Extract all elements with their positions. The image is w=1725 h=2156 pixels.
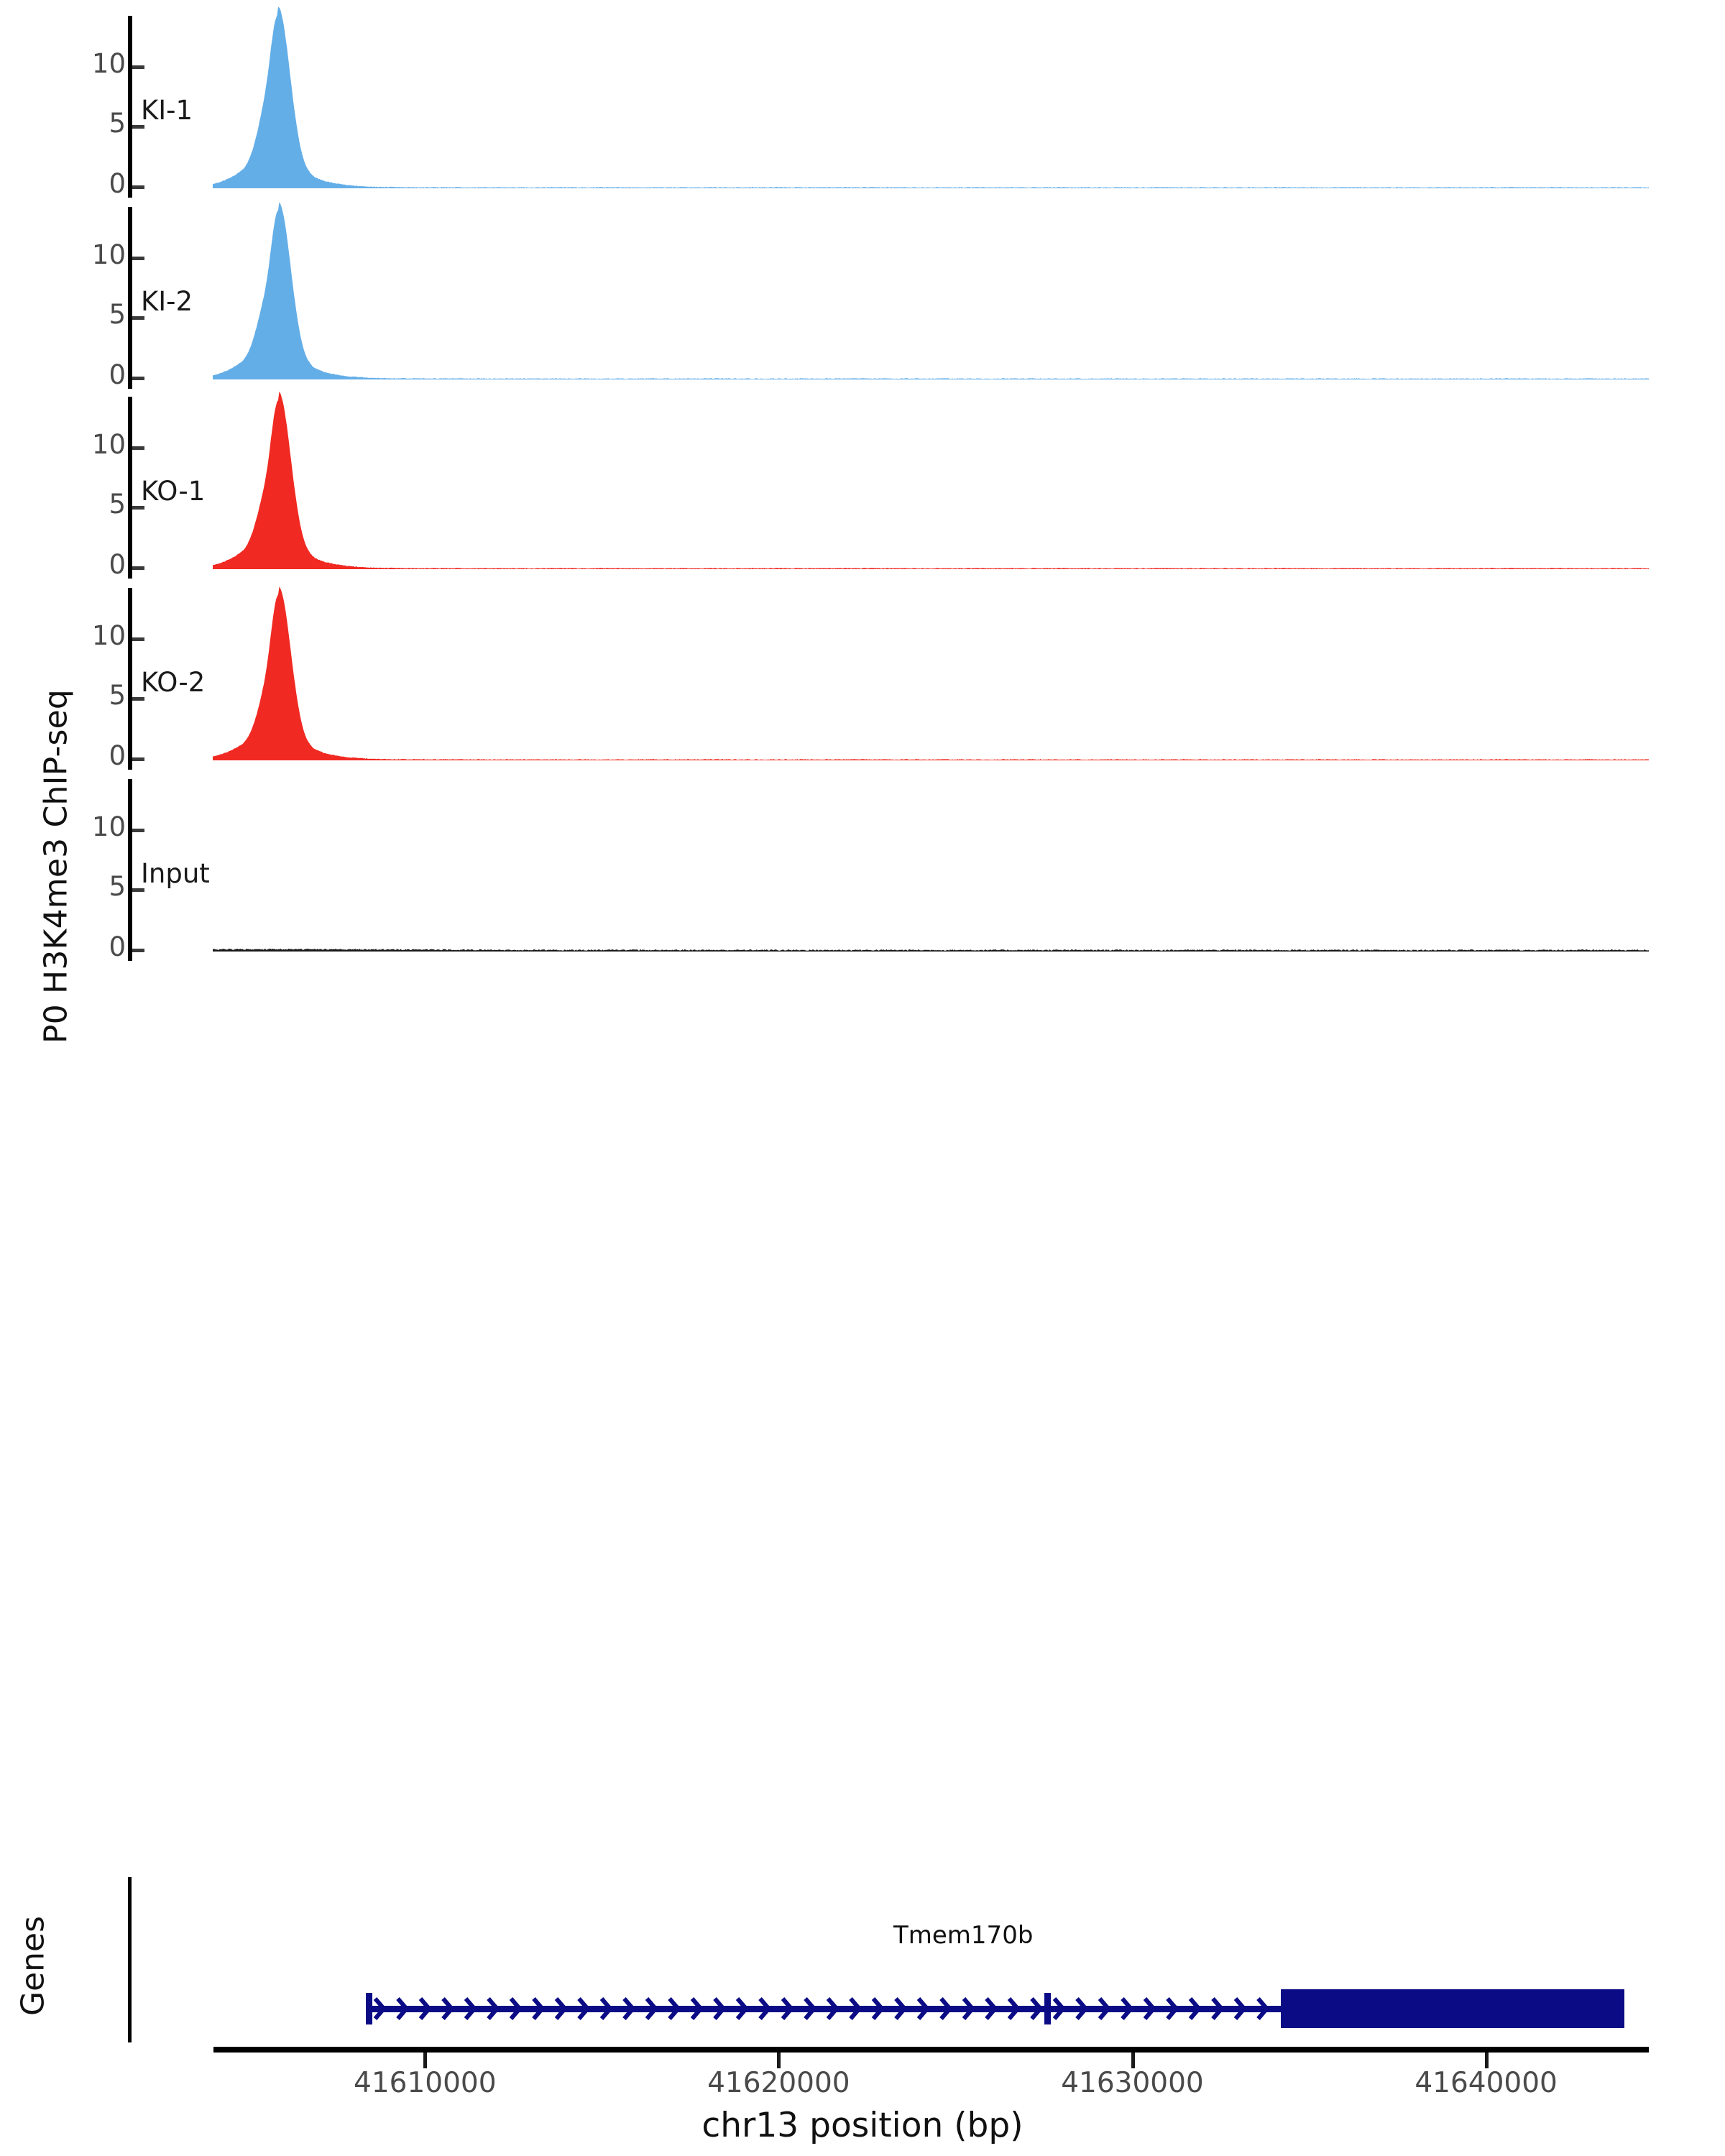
coverage-plot-area[interactable] — [213, 0, 1649, 188]
y-tick-5 — [132, 697, 144, 701]
y-tick-label-5: 5 — [109, 680, 126, 711]
coverage-plot-area[interactable] — [213, 381, 1649, 569]
track-name-label: KO-1 — [141, 476, 206, 507]
y-tick-label-5: 5 — [109, 489, 126, 520]
y-tick-0 — [132, 566, 144, 570]
y-tick-10 — [132, 256, 144, 260]
y-tick-10 — [132, 637, 144, 641]
genes-axis-spine — [128, 1877, 132, 2042]
coverage-area — [213, 6, 1649, 188]
y-tick-5 — [132, 506, 144, 510]
x-tick-label-41630000: 41630000 — [1061, 2067, 1204, 2099]
y-tick-0 — [132, 949, 144, 952]
y-tick-label-0: 0 — [109, 740, 126, 771]
y-axis-spine — [128, 207, 132, 389]
y-axis-spine — [128, 397, 132, 579]
x-tick-41640000 — [1484, 2053, 1489, 2068]
y-tick-label-5: 5 — [109, 871, 126, 903]
genes-axis-label: Genes — [14, 1915, 52, 2017]
track-name-label: KO-2 — [141, 667, 206, 698]
gene-intron-line — [368, 2006, 1282, 2012]
y-tick-label-10: 10 — [91, 47, 126, 79]
x-tick-label-41620000: 41620000 — [707, 2067, 850, 2099]
y-tick-0 — [132, 185, 144, 189]
y-tick-label-10: 10 — [91, 239, 126, 270]
y-tick-label-0: 0 — [109, 931, 126, 962]
coverage-area — [213, 586, 1649, 760]
y-axis-spine — [128, 588, 132, 770]
x-axis-line — [213, 2047, 1649, 2053]
y-tick-label-0: 0 — [109, 359, 126, 390]
gene-exon-block — [1281, 1989, 1624, 2028]
y-tick-5 — [132, 125, 144, 129]
x-axis-label: chr13 position (bp) — [702, 2106, 1024, 2145]
coverage-area — [213, 391, 1649, 569]
x-tick-41630000 — [1131, 2053, 1135, 2068]
y-tick-5 — [132, 316, 144, 321]
y-tick-10 — [132, 828, 144, 832]
coverage-plot-area[interactable] — [213, 763, 1649, 952]
gene-exon-tick-1 — [1044, 1993, 1052, 2024]
y-tick-10 — [132, 446, 144, 450]
x-tick-41610000 — [423, 2053, 428, 2068]
y-tick-5 — [132, 888, 144, 893]
gene-name-label: Tmem170b — [893, 1921, 1034, 1950]
coverage-plot-area[interactable] — [213, 191, 1649, 379]
y-tick-label-5: 5 — [109, 299, 126, 331]
gene-exon-tick-0 — [365, 1993, 372, 2024]
y-tick-10 — [132, 65, 144, 69]
y-tick-label-0: 0 — [109, 168, 126, 199]
track-name-label: KI-2 — [141, 286, 193, 317]
y-axis-spine — [128, 16, 132, 198]
y-tick-0 — [132, 377, 144, 380]
y-tick-label-0: 0 — [109, 549, 126, 580]
gene-strand-arrows — [373, 1997, 1269, 2020]
y-tick-label-10: 10 — [91, 811, 126, 842]
track-name-label: Input — [141, 858, 210, 889]
y-tick-label-10: 10 — [91, 428, 126, 460]
coverage-plot-area[interactable] — [213, 572, 1649, 760]
y-tick-0 — [132, 757, 144, 761]
y-tick-label-5: 5 — [109, 108, 126, 139]
track-name-label: KI-1 — [141, 95, 193, 126]
x-tick-41620000 — [777, 2053, 781, 2068]
y-tick-label-10: 10 — [91, 619, 126, 651]
x-tick-label-41610000: 41610000 — [354, 2067, 497, 2099]
x-tick-label-41640000: 41640000 — [1414, 2067, 1558, 2099]
coverage-area — [213, 201, 1649, 379]
y-axis-spine — [128, 779, 132, 961]
coverage-area — [213, 948, 1649, 952]
